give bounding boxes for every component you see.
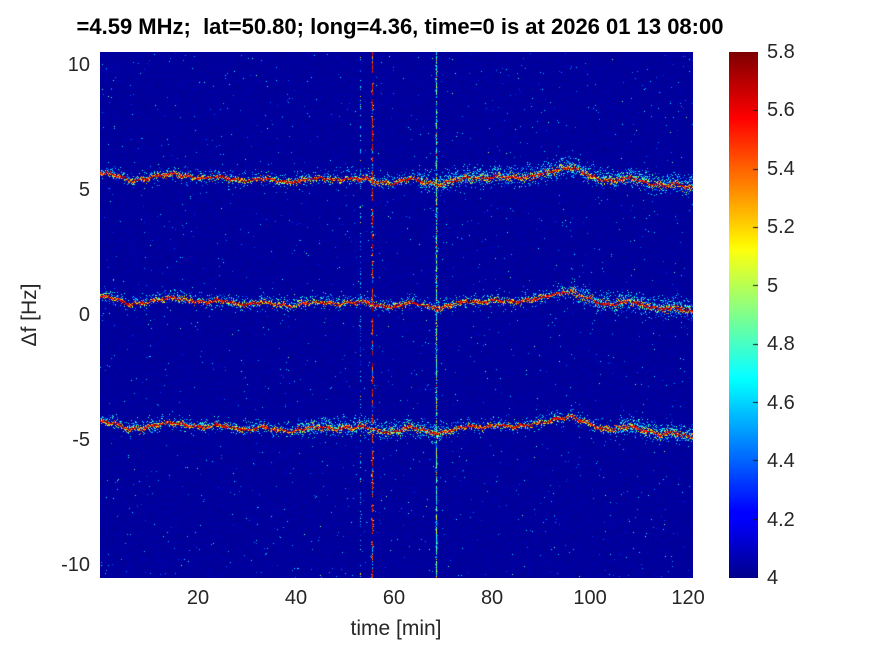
y-axis-tick-label: 10 <box>67 54 90 76</box>
colorbar-tick-label: 4 <box>767 567 779 589</box>
y-axis-tick-label: -5 <box>72 429 90 451</box>
x-axis-tick-label: 100 <box>573 587 607 609</box>
x-axis-tick-label: 20 <box>186 587 210 609</box>
colorbar-tick-label: 5.2 <box>767 216 795 239</box>
colorbar-tick-label: 5.6 <box>767 99 795 122</box>
colorbar-tick-label: 4.6 <box>767 391 795 414</box>
x-axis-tick-label: 40 <box>284 587 308 609</box>
spectrogram-canvas <box>100 52 693 578</box>
x-axis-tick-label: 120 <box>671 587 705 609</box>
colorbar-tick-label: 5.4 <box>767 157 795 180</box>
figure-title: =4.59 MHz; lat=50.80; long=4.36, time=0 … <box>76 14 724 39</box>
colorbar-tick-label: 4.2 <box>767 508 795 531</box>
y-axis-tick-label: -10 <box>61 554 90 576</box>
colorbar-tick-label: 5.8 <box>767 41 795 63</box>
x-axis-label: time [min] <box>350 617 442 640</box>
colorbar-tick-label: 4.8 <box>767 333 795 356</box>
x-axis-tick-label: 80 <box>480 587 504 609</box>
x-axis-tick-label: 60 <box>382 587 406 609</box>
y-axis-tick-label: 0 <box>78 304 90 326</box>
colorbar-gradient <box>729 52 758 578</box>
colorbar-tick-label: 4.4 <box>767 450 795 473</box>
colorbar-tick-label: 5 <box>767 274 779 297</box>
y-axis-tick-label: 5 <box>78 179 90 201</box>
